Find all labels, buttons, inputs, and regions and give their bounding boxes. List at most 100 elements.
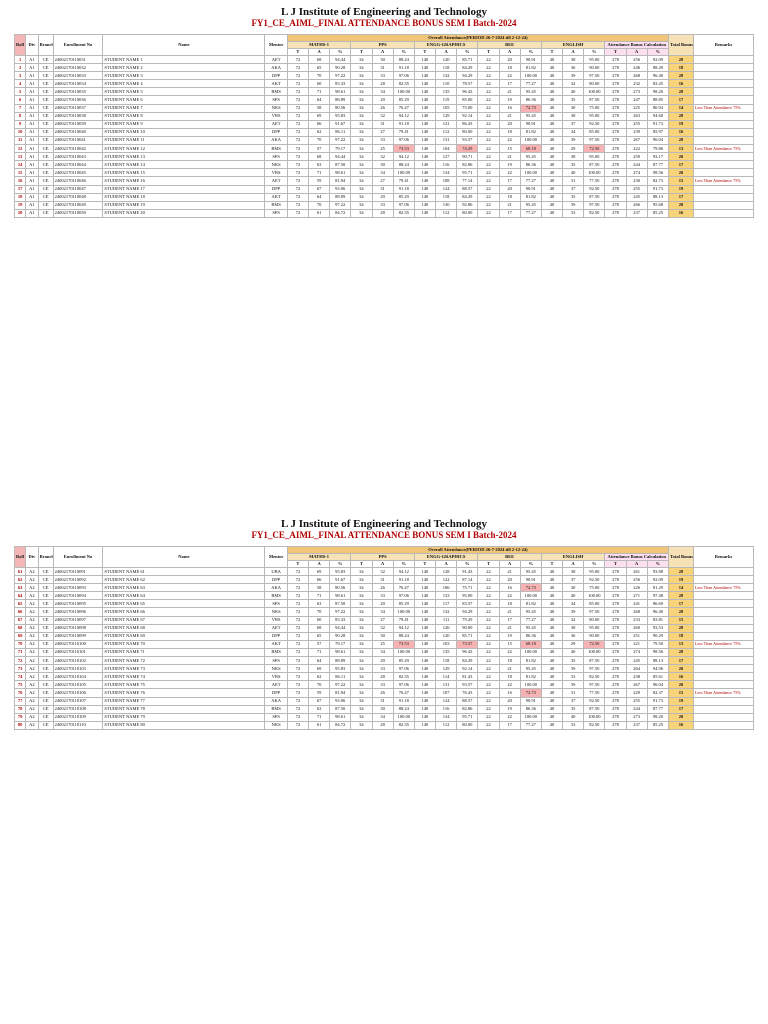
division: A1 [25,160,39,170]
roll-no: 65 [13,599,27,609]
count-cell: 72 [286,144,309,154]
remark [692,696,755,706]
count-cell: 40 [540,176,564,186]
total-bonus: 15 [668,176,694,186]
total-bonus: 18 [668,631,694,641]
count-cell: 135 [435,87,458,97]
percent-cell: 72.50 [583,639,606,649]
count-cell: 34 [350,672,373,682]
enrollment-no: 24002170110100 [52,639,104,649]
percent-cell: 80.00 [583,615,606,625]
count-cell: 278 [604,54,627,65]
branch-header: Branch [37,34,54,56]
enrollment-no: 24002170110033 [52,71,104,81]
division: A1 [25,192,39,202]
count-cell: 245 [625,192,648,202]
count-cell: 16 [498,103,521,113]
mentor: AET [264,54,288,65]
table-row: 72 A2 CE 24002170110102 STUDENT NAME 72 SPS 72… [13,656,755,666]
count-cell: 34 [350,639,373,649]
percent-cell: 98.56 [646,168,670,178]
table-row: 5 A1 CE 24002170110035 STUDENT NAME 5 RMS 72 71… [13,87,755,97]
enrollment-no: 24002170110042 [52,144,104,154]
count-cell: 72 [286,639,309,649]
student-name: STUDENT NAME 18 [102,192,266,202]
percent-cell: 75.71 [456,583,479,593]
percent-cell: 78.57 [456,79,479,89]
percent-cell: 76.47 [392,688,415,698]
percent-cell: 86.69 [646,599,670,609]
mentor: AKA [264,583,288,593]
percent-cell: 86.36 [519,631,542,641]
count-cell: 34 [350,583,373,593]
percent-cell: 92.50 [583,119,606,129]
count-cell: 112 [435,720,458,730]
total-bonus: 20 [668,152,694,162]
roll-no: 15 [13,168,27,178]
remark: Less Than Attendance 75% [692,103,755,113]
percent-cell: 92.09 [646,575,670,585]
count-cell: 40 [540,79,564,89]
remark [692,160,755,170]
count-cell: 21 [498,111,521,121]
remark: Less Than Attendance 75% [692,583,755,593]
mentor: UBA [264,566,288,577]
percent-cell: 68.18 [519,639,542,649]
count-cell: 278 [604,647,627,658]
percent-cell: 87.77 [646,704,670,714]
percent-cell: 87.50 [583,192,606,202]
count-cell: 22 [477,79,500,89]
count-cell: 72 [286,176,309,186]
percent-cell: 95.68 [646,200,670,210]
percent-cell: 90.91 [519,184,542,194]
count-cell: 33 [371,135,394,146]
table-row: 4 A1 CE 24002170110034 STUDENT NAME 4 AKT 72 60… [13,79,755,89]
count-cell: 140 [413,599,437,609]
table-row: 64 A2 CE 24002170110094 STUDENT NAME 64 RMS 72… [13,591,755,601]
count-cell: 40 [540,160,564,170]
count-cell: 34 [350,127,373,137]
percent-cell: 97.50 [583,680,606,690]
count-cell: 140 [413,160,437,170]
student-name: STUDENT NAME 79 [102,712,266,722]
branch: CE [37,639,54,649]
remark [692,631,755,641]
count-cell: 130 [435,200,458,210]
branch: CE [37,704,54,714]
percent-cell: 96.04 [646,135,670,146]
roll-no: 3 [13,71,27,81]
remark [692,79,755,89]
count-cell: 20 [498,119,521,129]
count-cell: 40 [540,696,564,706]
count-cell: 264 [625,664,648,674]
count-cell: 40 [540,200,564,210]
count-cell: 34 [350,103,373,113]
count-cell: 68 [307,152,331,162]
count-cell: 72 [286,111,309,121]
percent-cell: 97.22 [329,135,352,146]
count-cell: 69 [307,664,331,674]
total-bonus: 14 [668,583,694,593]
branch: CE [37,71,54,81]
count-cell: 28 [371,672,394,682]
table-row: 8 A1 CE 24002170110038 STUDENT NAME 8 VRS 72 69… [13,111,755,121]
count-cell: 22 [477,631,500,641]
count-cell: 40 [540,95,564,105]
student-name: STUDENT NAME 6 [102,95,266,105]
count-cell: 39 [562,680,585,690]
student-name: STUDENT NAME 72 [102,656,266,666]
mentor: AKA [264,63,288,73]
roll-no: 14 [13,160,27,170]
count-cell: 140 [413,135,437,146]
count-cell: 222 [625,144,648,154]
percent-cell: 97.06 [392,591,415,601]
count-cell: 140 [413,192,437,202]
student-name: STUDENT NAME 76 [102,688,266,698]
count-cell: 25 [371,639,394,649]
branch: CE [37,575,54,585]
roll-no: 4 [13,79,27,89]
percent-cell: 95.45 [519,152,542,162]
percent-cell: 92.50 [583,575,606,585]
mentor: NKS [264,664,288,674]
remark [692,168,755,178]
